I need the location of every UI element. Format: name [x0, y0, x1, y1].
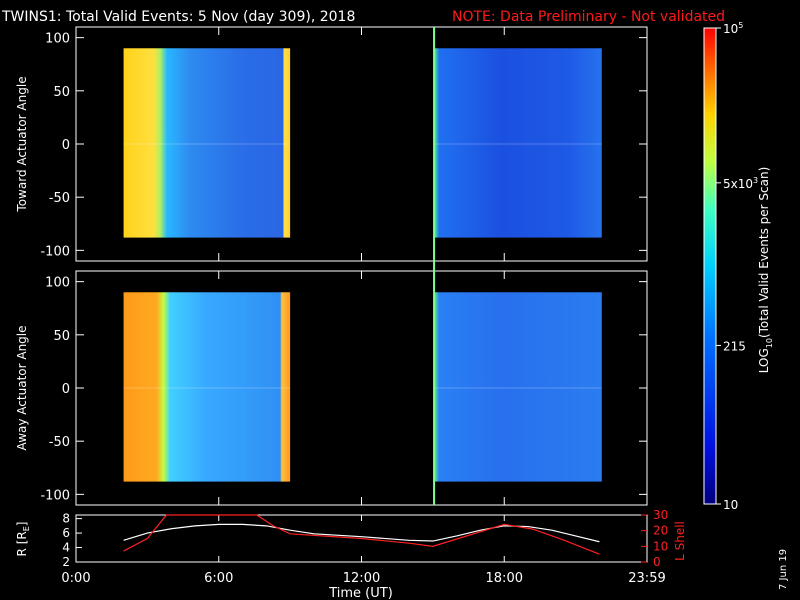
bottom-ytick-label: -50: [49, 435, 70, 450]
orbit-right-ytick-label: 20: [653, 524, 668, 538]
x-axis-label: Time (UT): [328, 586, 393, 600]
bottom-ytick-label: 0: [62, 382, 70, 397]
orbit-left-axis-label: R [RE]: [15, 522, 31, 557]
orbit-left-ytick-label: 6: [62, 526, 70, 540]
x-axis-tick-label: 12:00: [343, 571, 380, 586]
orbit-left-ytick-label: 2: [62, 555, 70, 569]
bottom-ytick-label: 100: [45, 276, 70, 291]
generation-date: 7 Jun 19: [778, 549, 789, 590]
top-zero-angle-stripe-2: [434, 143, 602, 145]
top-ytick-label: 50: [53, 85, 70, 100]
x-axis-tick-label: 6:00: [204, 571, 233, 586]
colorbar-tick-label: 215: [723, 339, 746, 353]
top-ytick-label: -50: [49, 191, 70, 206]
top-data-block-1: [123, 48, 291, 238]
top-y-axis-label: Toward Actuator Angle: [15, 76, 29, 212]
radius-series-line: [123, 523, 600, 543]
lshell-series-line: [123, 514, 600, 555]
bottom-zero-angle-stripe-2: [434, 387, 602, 389]
orbit-left-ytick-label: 4: [62, 541, 70, 555]
colorbar: 105 5x103 215 10 LOG10(Total Valid Events p…: [703, 21, 774, 512]
bottom-zero-angle-stripe-1: [123, 387, 291, 389]
colorbar-tick-label: 10: [723, 498, 738, 512]
top-zero-angle-stripe-1: [123, 143, 291, 145]
bottom-panel: 100 50 0 -50 -100 Away Actuator Angle: [15, 270, 648, 506]
top-data-block-2: [434, 48, 602, 238]
x-axis-tick-label: 18:00: [486, 571, 523, 586]
bottom-data-block-2: [434, 292, 602, 482]
bottom-data-block-1: [123, 292, 291, 482]
top-panel: 100 50 0 -50 -100 Toward Actuator Angle: [15, 26, 648, 262]
colorbar-gradient: [703, 27, 717, 505]
bottom-y-axis-label: Away Actuator Angle: [15, 325, 29, 450]
bottom-ytick-label: -100: [40, 488, 70, 503]
top-ytick-label: -100: [40, 244, 70, 259]
colorbar-label: LOG10(Total Valid Events per Scan): [757, 167, 774, 374]
chart-title: TWINS1: Total Valid Events: 5 Nov (day 3…: [1, 9, 355, 25]
top-ytick-label: 0: [62, 138, 70, 153]
orbit-right-axis-label: L Shell: [673, 521, 687, 561]
bottom-ytick-label: 50: [53, 329, 70, 344]
colorbar-tick-label: 5x103: [723, 176, 758, 191]
preliminary-note: NOTE: Data Preliminary - Not validated: [452, 9, 725, 25]
colorbar-tick-label: 105: [723, 21, 743, 36]
orbit-right-ytick-label: 30: [653, 508, 668, 522]
x-axis-tick-label: 0:00: [61, 571, 90, 586]
orbit-left-ytick-label: 8: [62, 512, 70, 526]
orbit-right-ytick-label: 10: [653, 539, 668, 553]
top-ytick-label: 100: [45, 32, 70, 47]
x-axis-tick-label: 23:59: [628, 571, 665, 586]
orbit-right-ytick-label: 0: [653, 555, 661, 569]
